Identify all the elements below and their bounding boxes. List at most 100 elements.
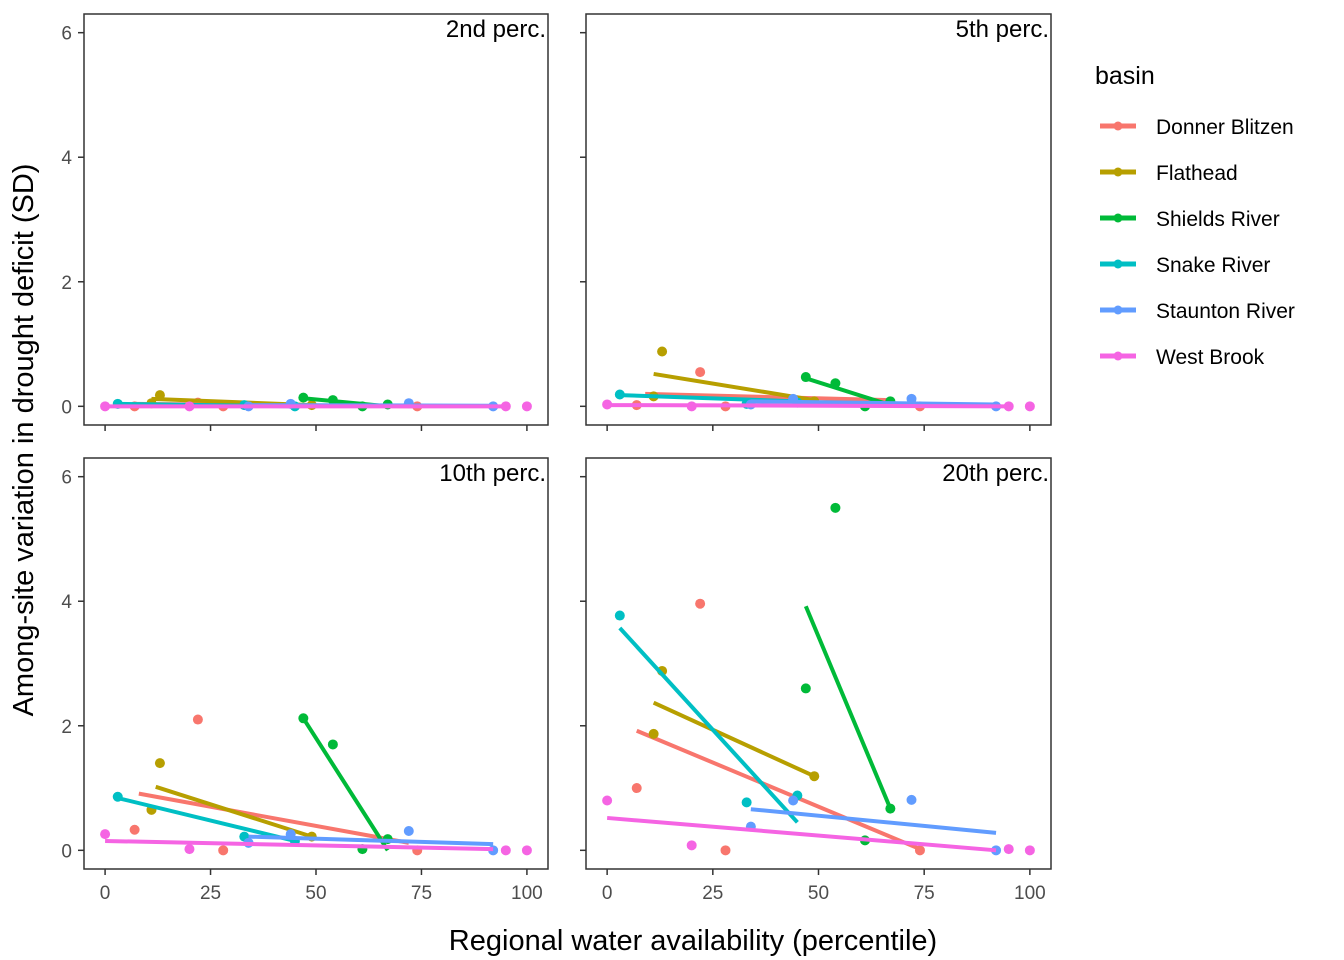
series-snake-river (614, 610, 803, 824)
data-point (695, 598, 706, 609)
y-tick-label: 0 (61, 397, 72, 418)
data-point (686, 401, 697, 412)
fit-line (618, 626, 799, 824)
data-point (830, 502, 841, 513)
y-tick-label: 4 (61, 148, 72, 169)
data-point (298, 713, 309, 724)
panel-border (585, 457, 1052, 870)
x-tick-label: 100 (1014, 883, 1046, 904)
y-tick-label: 0 (61, 841, 72, 862)
legend-marker (1113, 305, 1123, 315)
legend: basin Donner Blitzen Flathead Shields Rive… (1095, 62, 1295, 369)
panel-1: 0 2 4 6 2nd perc. (61, 13, 549, 431)
series-west-brook (100, 829, 532, 856)
data-point (686, 840, 697, 851)
data-point (695, 367, 706, 378)
series-donner-blitzen (631, 598, 925, 856)
fit-line (138, 791, 410, 845)
data-point (614, 610, 625, 621)
data-point (327, 739, 338, 750)
data-point (631, 783, 642, 794)
panel-border (585, 13, 1052, 426)
panel-title: 2nd perc. (446, 16, 546, 43)
data-point (885, 803, 896, 814)
data-point (602, 795, 613, 806)
series-west-brook (602, 795, 1035, 856)
panel-3: 0 2 4 6 0 25 50 75 100 10th perc. (61, 457, 549, 904)
legend-marker (1113, 167, 1123, 177)
panel-title: 5th perc. (956, 16, 1049, 43)
x-tick-label: 25 (702, 883, 723, 904)
data-point (800, 372, 811, 383)
data-point (218, 845, 229, 856)
data-point (906, 393, 917, 404)
legend-marker (1113, 121, 1123, 131)
legend-marker (1113, 351, 1123, 361)
data-point (100, 401, 111, 412)
fit-line (105, 838, 494, 852)
x-tick-label: 0 (602, 883, 613, 904)
data-point (184, 844, 195, 855)
data-point (614, 389, 625, 400)
data-point (830, 378, 841, 389)
legend-marker (1113, 213, 1123, 223)
fit-line (635, 728, 921, 851)
panel-title: 10th perc. (439, 460, 546, 487)
data-point (285, 829, 296, 840)
data-point (403, 826, 414, 837)
data-point (788, 393, 799, 404)
fit-line (606, 815, 997, 853)
data-point (657, 346, 668, 357)
data-point (1024, 401, 1035, 412)
data-point (914, 845, 925, 856)
legend-label: Donner Blitzen (1156, 116, 1294, 139)
legend-item: Flathead (1100, 162, 1238, 185)
y-tick-label: 2 (61, 273, 72, 294)
data-point (521, 401, 532, 412)
legend-item: Donner Blitzen (1100, 116, 1294, 139)
legend-label: Shields River (1156, 208, 1280, 231)
data-point (521, 845, 532, 856)
legend-label: Snake River (1156, 254, 1270, 277)
x-tick-label: 50 (808, 883, 829, 904)
legend-item: Snake River (1100, 254, 1270, 277)
panel-4: 0 25 50 75 100 20th perc. (580, 457, 1052, 904)
series-shields-river (298, 713, 393, 855)
y-tick-label: 6 (61, 468, 72, 489)
x-tick-label: 25 (200, 883, 221, 904)
data-point (720, 845, 731, 856)
data-point (154, 390, 165, 401)
data-point (788, 795, 799, 806)
series-west-brook (100, 401, 532, 412)
fit-line (155, 784, 313, 839)
data-point (1003, 844, 1014, 855)
fit-line (607, 403, 1009, 409)
series-staunton-river (243, 826, 499, 856)
legend-item: West Brook (1100, 346, 1265, 369)
data-point (809, 771, 820, 782)
y-tick-label: 6 (61, 24, 72, 45)
legend-label: West Brook (1156, 346, 1265, 369)
fit-line (652, 700, 816, 779)
data-point (327, 395, 338, 406)
legend-label: Flathead (1156, 162, 1238, 185)
data-point (648, 728, 659, 739)
fit-line (301, 717, 390, 852)
fit-line (645, 391, 891, 403)
data-point (192, 714, 203, 725)
data-point (154, 758, 165, 769)
data-point (112, 791, 123, 802)
series-west-brook (602, 399, 1035, 412)
legend-marker (1113, 259, 1123, 269)
fit-line (750, 807, 997, 835)
x-tick-label: 75 (914, 883, 935, 904)
x-axis-label: Regional water availability (percentile) (449, 925, 937, 957)
series-shields-river (800, 502, 896, 846)
panel-border (83, 13, 549, 426)
legend-item: Shields River (1100, 208, 1280, 231)
fit-line (805, 376, 891, 407)
data-point (500, 845, 511, 856)
data-point (800, 683, 811, 694)
data-point (129, 824, 140, 835)
